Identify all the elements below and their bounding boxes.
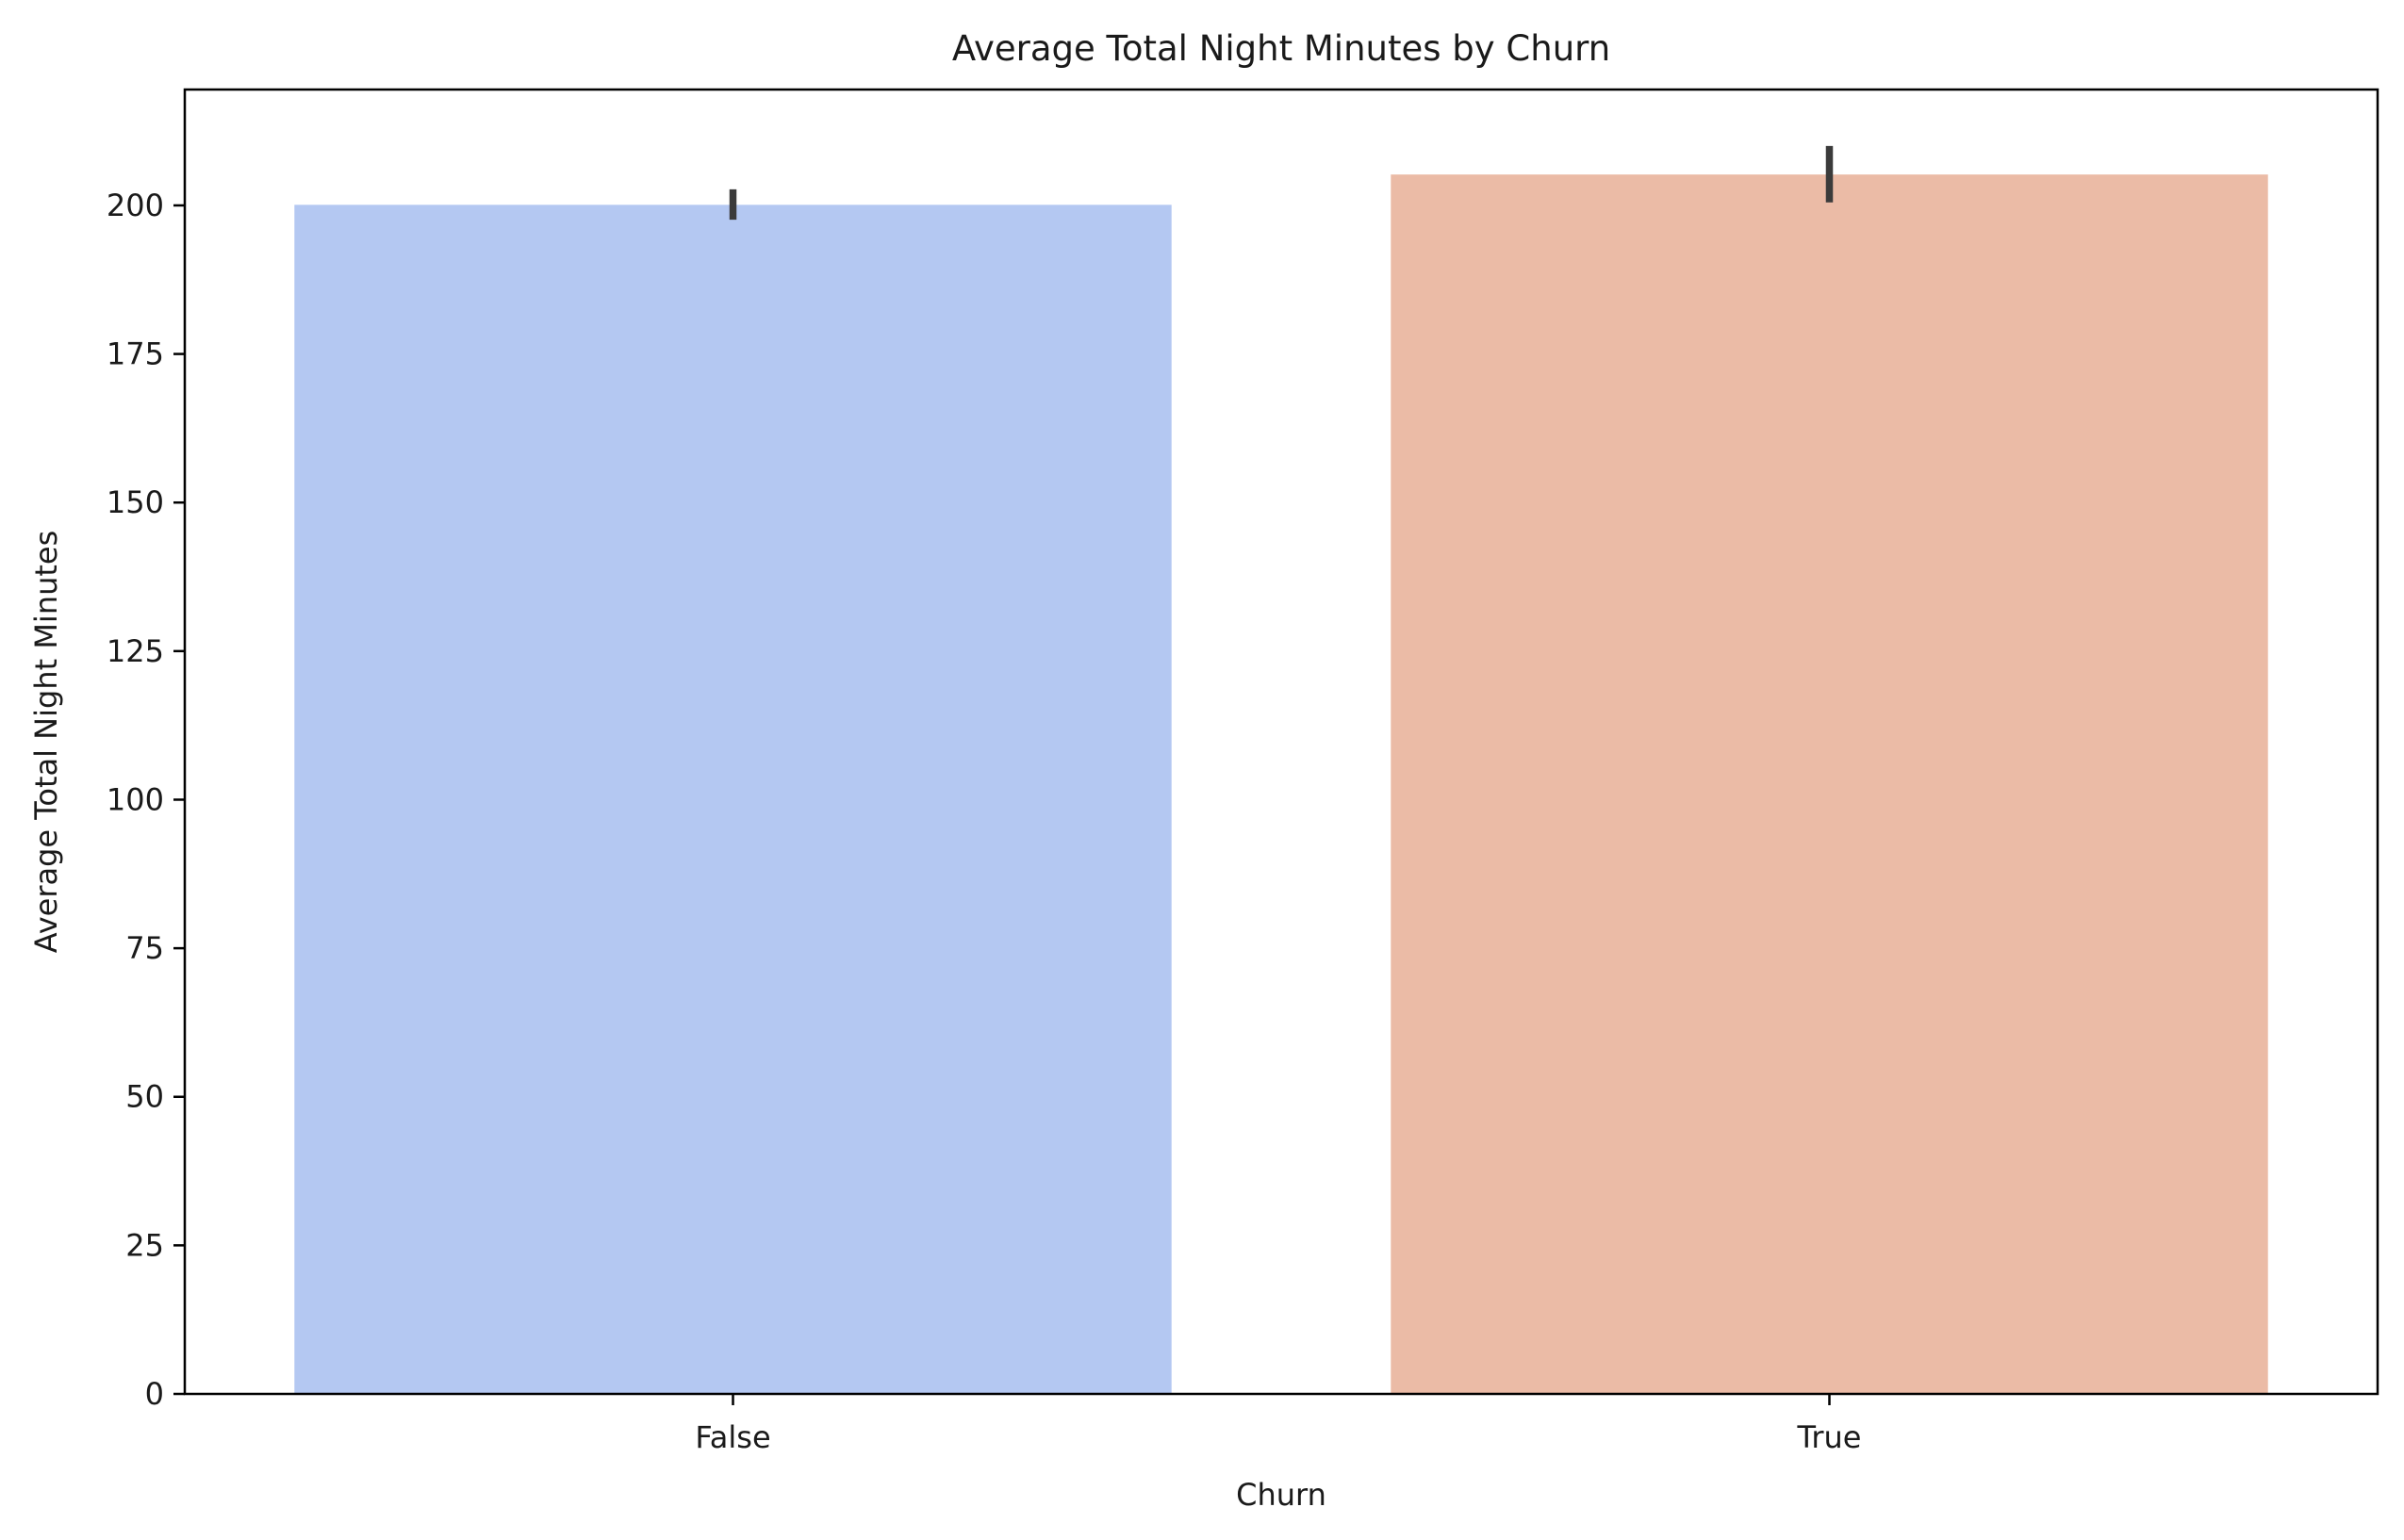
y-axis-ticks: 0 25 50 75 100 125 150 175 200 (107, 188, 185, 1412)
bar-false (294, 205, 1172, 1394)
y-tick-label: 75 (125, 930, 164, 966)
x-tick-label: True (1797, 1419, 1862, 1455)
x-axis-label: Churn (1236, 1477, 1326, 1513)
y-tick-label: 200 (107, 188, 164, 223)
y-tick-label: 100 (107, 781, 164, 817)
x-tick-label: False (695, 1419, 770, 1455)
y-tick-label: 0 (145, 1376, 164, 1412)
y-tick-label: 25 (125, 1227, 164, 1263)
chart-title: Average Total Night Minutes by Churn (952, 28, 1610, 69)
y-tick-label: 150 (107, 484, 164, 520)
y-axis-label: Average Total Night Minutes (28, 531, 64, 954)
plot-frame (183, 88, 2379, 1396)
x-axis-ticks: False True (695, 1394, 1861, 1455)
bar-true (1391, 174, 2268, 1394)
error-bars-layer (729, 145, 1834, 221)
y-tick-label: 175 (107, 336, 164, 372)
bars-layer (294, 174, 2268, 1394)
y-tick-label: 125 (107, 633, 164, 669)
y-tick-label: 50 (125, 1079, 164, 1115)
